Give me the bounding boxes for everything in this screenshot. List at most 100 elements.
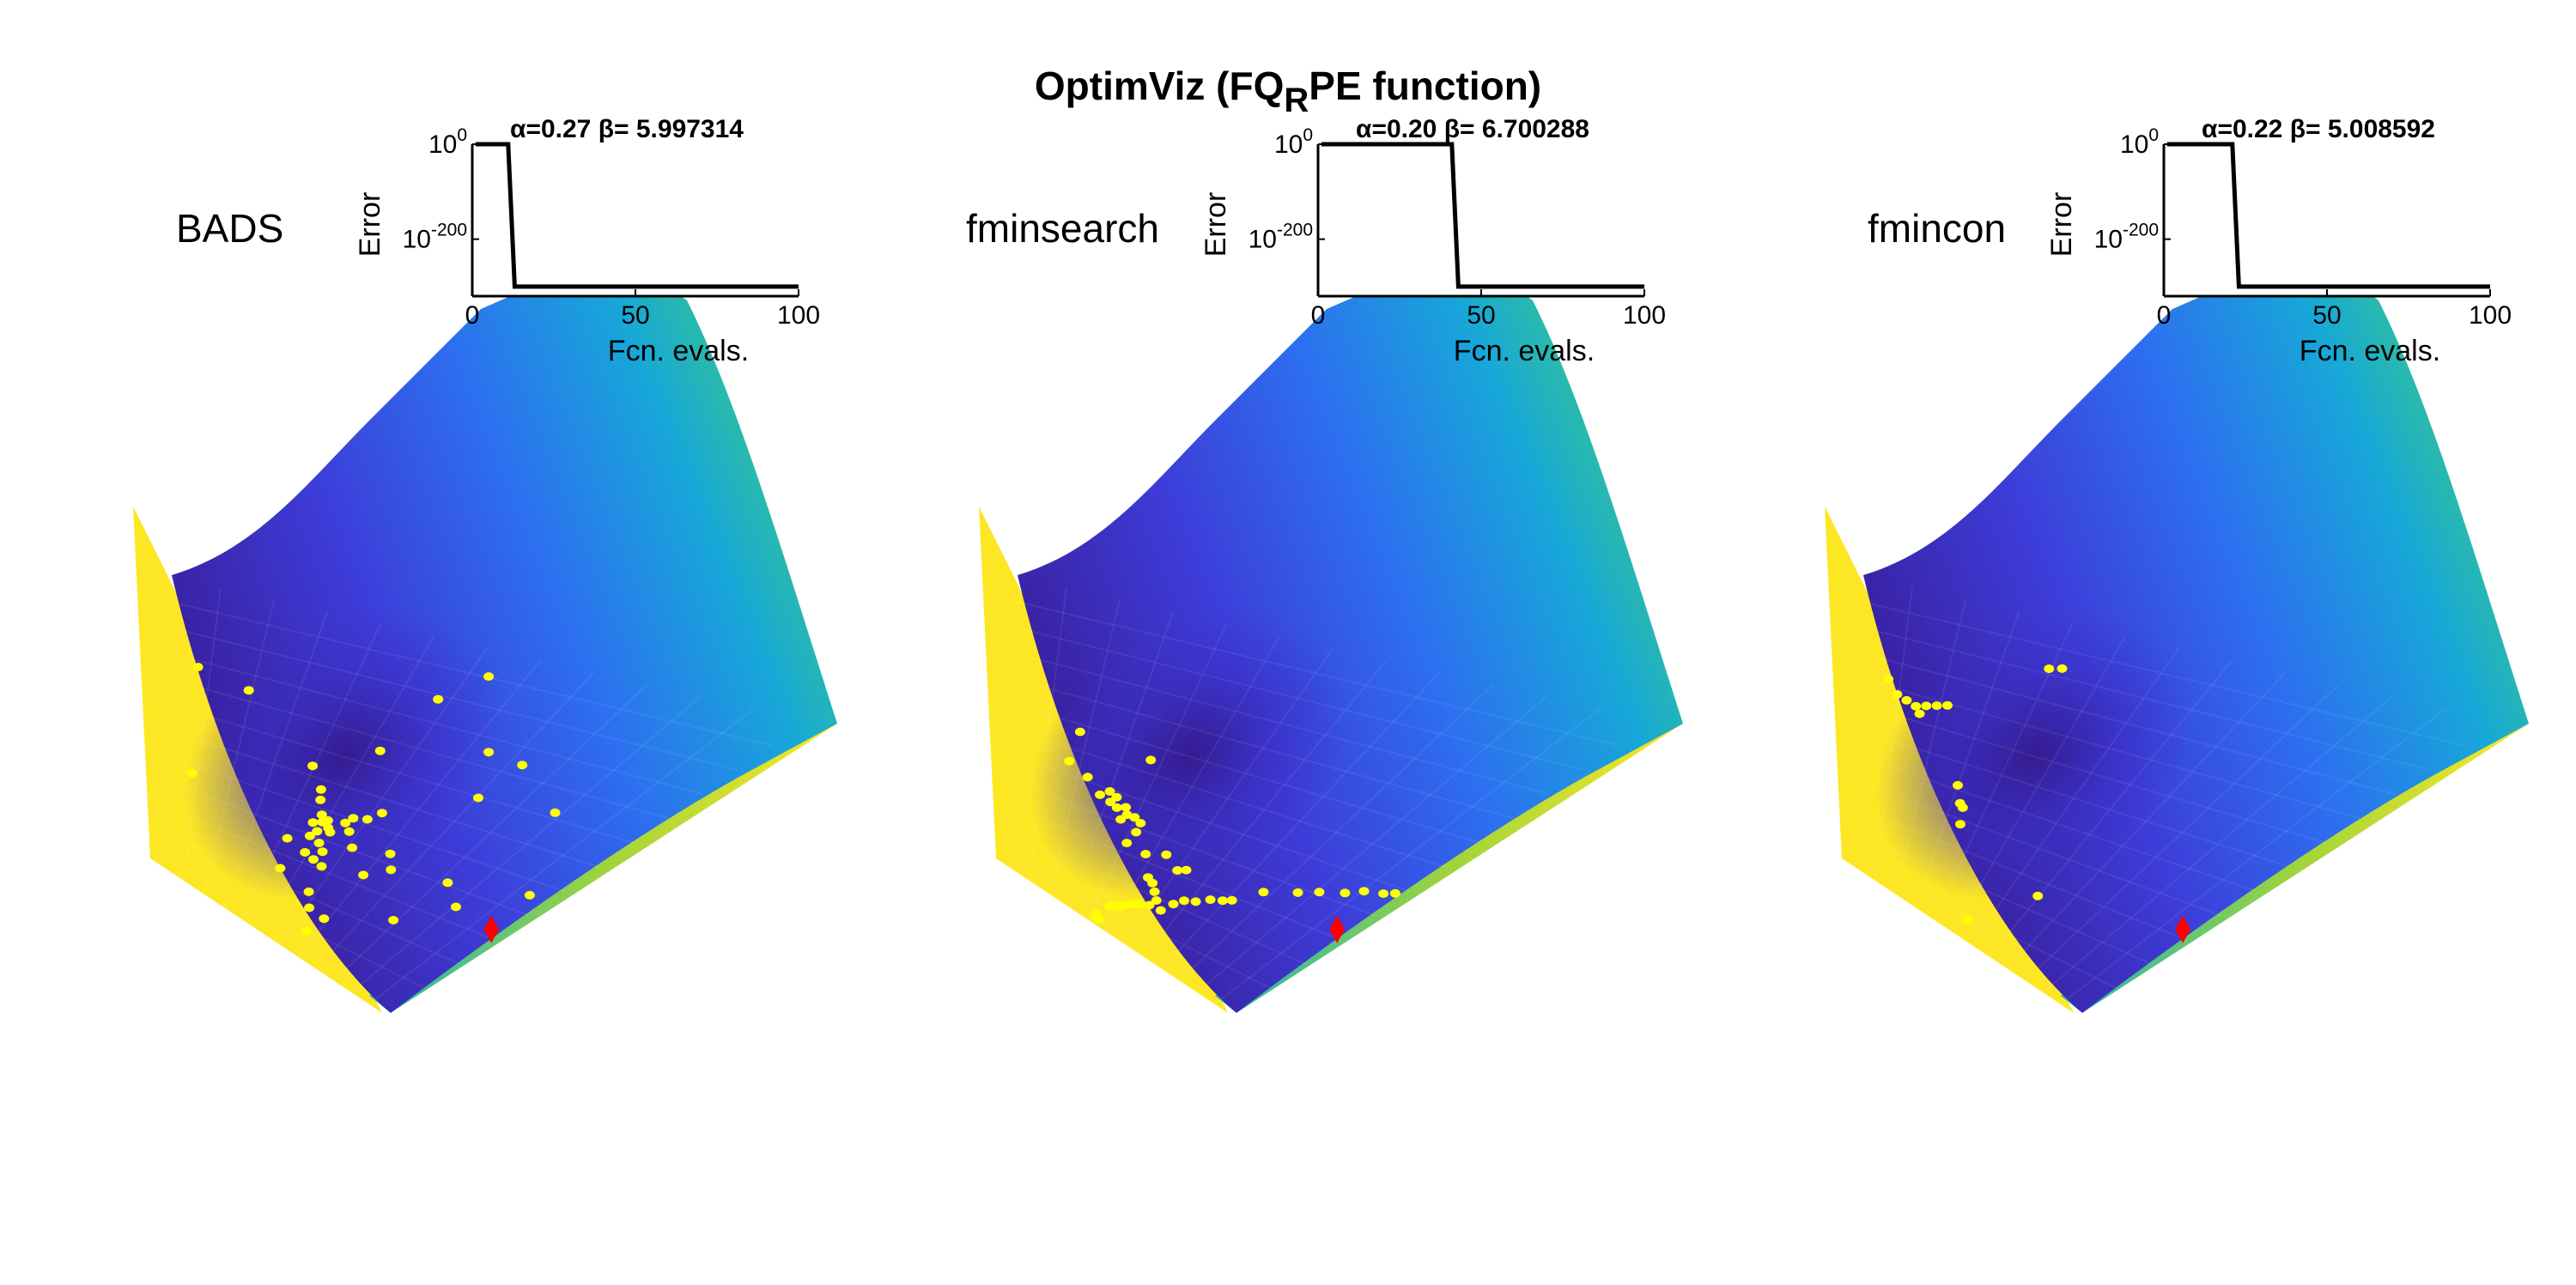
sample-point	[1115, 815, 1127, 824]
sample-point	[1314, 888, 1325, 897]
surface-grid-line	[1857, 652, 2396, 795]
surface-grid-line	[1065, 611, 1175, 917]
sample-point	[1957, 803, 1968, 812]
sample-point	[340, 818, 351, 827]
panel-1: BADS 0 50 100 100 10-200 Fcn. evals. Error α=0.2…	[133, 115, 837, 1013]
sample-point	[1955, 820, 1965, 829]
surface-grid-line	[1140, 659, 1388, 961]
sample-point	[316, 862, 327, 871]
surface-grid-line	[1011, 703, 1480, 844]
surface-grid-line	[1856, 703, 2326, 844]
sample-point	[1292, 888, 1303, 897]
surface-grid-line	[352, 695, 702, 992]
sample-point	[1129, 813, 1140, 822]
y-axis-label: Error	[2045, 192, 2078, 258]
sample-point	[361, 815, 373, 824]
surface-grid-line	[1856, 755, 2257, 893]
surface-grid-line	[1103, 635, 1281, 939]
sample-point	[315, 795, 326, 804]
sample-point	[1114, 902, 1125, 912]
surface-grid-line	[1012, 600, 1619, 747]
error-trace-line	[2166, 142, 2490, 289]
sample-point	[1140, 850, 1151, 858]
sample-point	[1147, 878, 1158, 888]
sample-point	[1144, 900, 1155, 910]
sample-point	[386, 865, 397, 875]
sample-point	[1358, 887, 1370, 896]
surface-basin	[1030, 610, 1349, 900]
sample-point	[1151, 896, 1162, 905]
surface-grid-line	[1011, 729, 1445, 868]
inset-title: α=0.27 β= 5.997314	[510, 115, 744, 143]
surface-basin	[184, 610, 503, 900]
sample-point	[1082, 773, 1093, 782]
x-tick-label: 50	[621, 301, 649, 330]
x-tick-label: 50	[1467, 301, 1495, 330]
sample-point	[1149, 887, 1160, 896]
y-tick-label: 10-200	[2094, 221, 2159, 254]
inset-background	[1318, 144, 1644, 296]
surface-grid-line	[1911, 611, 2020, 917]
surface-grid-line	[219, 611, 329, 917]
sample-point	[307, 761, 319, 771]
x-tick-label: 100	[777, 301, 820, 330]
surface-grid	[162, 587, 773, 1003]
surface-grid-line	[1084, 623, 1228, 928]
surface-grid-line	[1892, 599, 1967, 906]
sample-point	[1105, 797, 1116, 807]
surface-grid-line	[1855, 806, 2187, 941]
y-tick-label: 100	[428, 125, 467, 159]
sample-point	[1953, 780, 1963, 790]
surface-grid-line	[166, 652, 704, 795]
error-trace-line	[475, 142, 799, 289]
sample-point	[2032, 891, 2044, 900]
sample-points	[1064, 727, 1400, 924]
sample-point	[1131, 827, 1142, 837]
surface-grid-line	[1855, 832, 2153, 966]
sample-point	[301, 926, 313, 936]
panel-label: BADS	[176, 206, 283, 251]
y-tick-label: 10-200	[1249, 221, 1313, 254]
surface-grid-line	[238, 623, 382, 928]
y-tick-label: 100	[2120, 125, 2159, 159]
x-tick-label: 0	[1311, 301, 1326, 330]
sample-point	[1931, 701, 1942, 711]
surface-grid-line	[163, 832, 461, 966]
y-tick-label: 10-200	[403, 221, 467, 254]
optimum-marker	[483, 915, 500, 943]
sample-point	[385, 849, 396, 858]
sample-point	[1901, 695, 1912, 705]
sample-point	[451, 902, 461, 912]
x-tick-label: 0	[2157, 301, 2172, 330]
sample-point	[388, 916, 399, 924]
surface-grid-line	[2044, 695, 2393, 992]
y-axis-label: Error	[354, 192, 386, 258]
surface-grid-line	[2025, 683, 2340, 982]
surface-grid-line	[165, 703, 635, 844]
sample-point	[2044, 664, 2055, 674]
sample-point	[1914, 709, 1925, 718]
surface-grid-line	[2063, 708, 2446, 1003]
surface-grid-line	[1857, 677, 2360, 820]
surface-grid-line	[1858, 600, 2464, 747]
sample-point	[315, 785, 326, 794]
sample-point	[1155, 906, 1166, 915]
sample-point	[1111, 803, 1122, 812]
sample-point	[305, 831, 315, 840]
sample-point	[1121, 839, 1133, 848]
sample-point	[1921, 701, 1932, 711]
surface-grid-line	[1010, 755, 1411, 893]
surface-grid-line	[2005, 671, 2287, 971]
sample-point	[243, 686, 254, 695]
optimum-marker	[1329, 915, 1346, 943]
sample-point	[1179, 896, 1189, 906]
sample-point	[348, 814, 359, 823]
error-trace-line	[1321, 142, 1644, 289]
surface-grid-line	[162, 858, 426, 990]
panel-2: fminsearch 0 50 100 100 10-200 Fcn. evals. Erro…	[966, 115, 1683, 1013]
y-axis-label: Error	[1200, 192, 1232, 258]
surface-grid-line	[167, 600, 773, 747]
x-axis-label: Fcn. evals.	[608, 335, 749, 367]
sample-point	[317, 847, 328, 857]
sample-point	[303, 887, 314, 896]
